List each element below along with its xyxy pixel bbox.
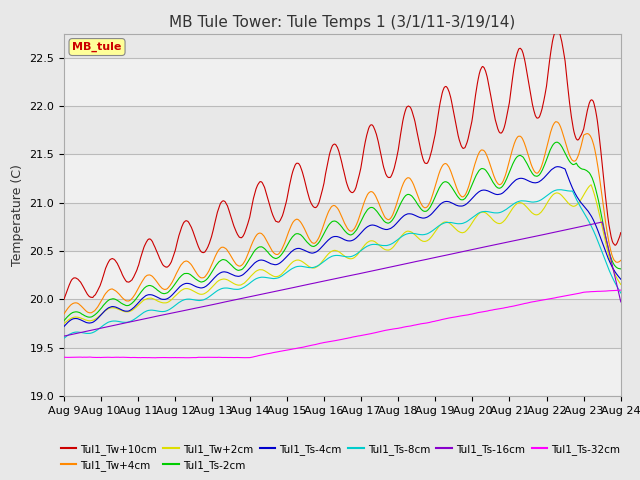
Text: MB_tule: MB_tule (72, 42, 122, 52)
Bar (64, 251, 621, 300)
Bar (64, 300, 621, 348)
Bar (64, 348, 621, 396)
Bar (64, 106, 621, 155)
Bar (64, 155, 621, 203)
Title: MB Tule Tower: Tule Temps 1 (3/1/11-3/19/14): MB Tule Tower: Tule Temps 1 (3/1/11-3/19… (169, 15, 516, 30)
Bar (64, 203, 621, 251)
Y-axis label: Temperature (C): Temperature (C) (11, 164, 24, 266)
Bar (64, 58, 621, 106)
Legend: Tul1_Tw+10cm, Tul1_Tw+4cm, Tul1_Tw+2cm, Tul1_Ts-2cm, Tul1_Ts-4cm, Tul1_Ts-8cm, T: Tul1_Tw+10cm, Tul1_Tw+4cm, Tul1_Tw+2cm, … (56, 439, 625, 475)
